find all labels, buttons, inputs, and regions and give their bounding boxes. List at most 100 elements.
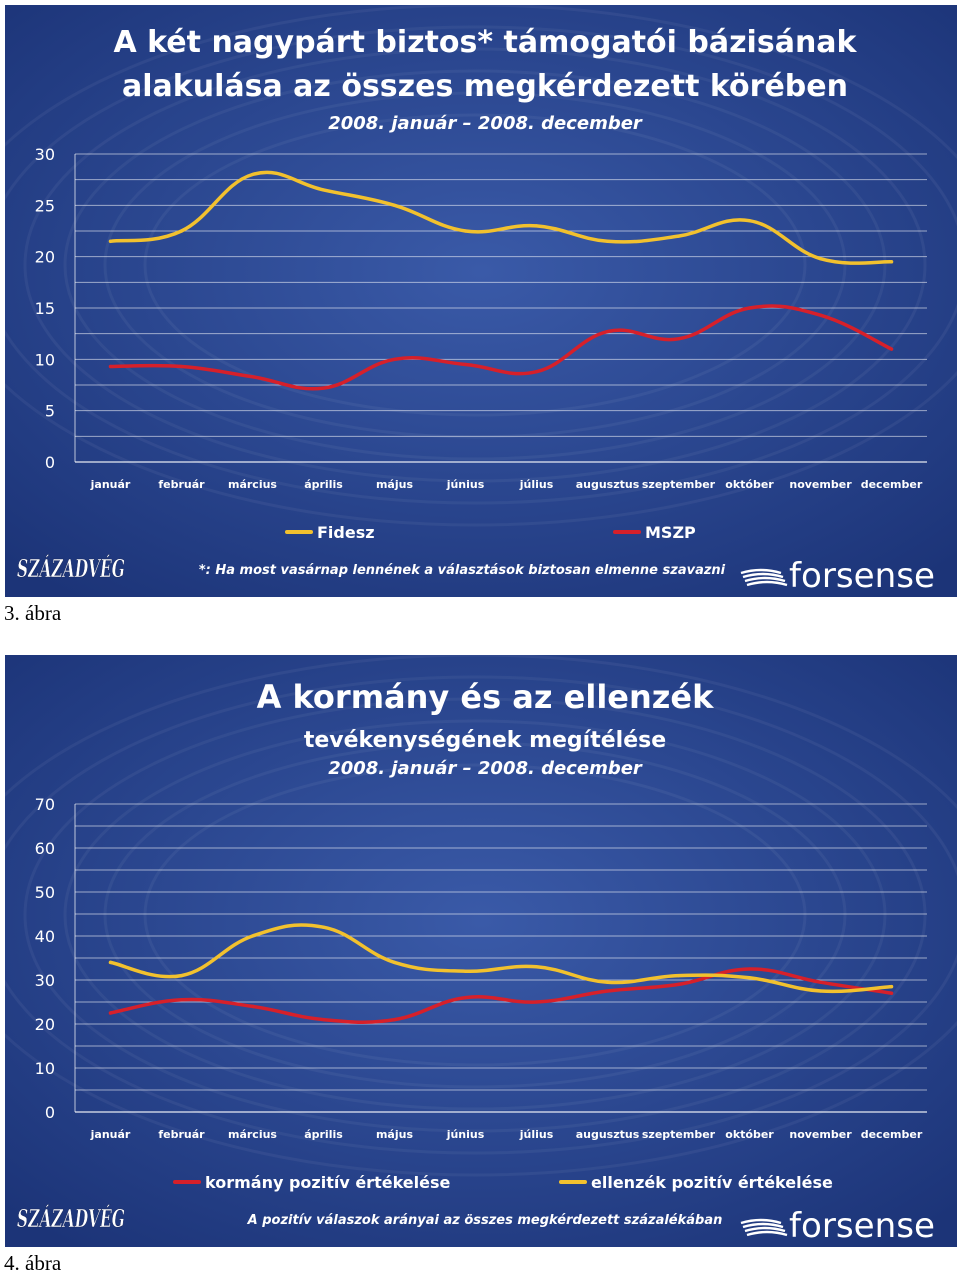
decorative-arc: [23, 697, 927, 1133]
decorative-arc: [5, 675, 957, 1155]
data-point: [463, 969, 468, 973]
forsense-wave-icon: [742, 1222, 784, 1229]
decorative-arc: [5, 655, 957, 1177]
decorative-arc: [5, 5, 957, 527]
data-point: [179, 229, 184, 233]
data-point: [818, 980, 823, 984]
data-point: [392, 203, 397, 207]
data-point: [605, 980, 610, 984]
data-point: [676, 337, 681, 341]
chart-2-svg: A kormány és az ellenzék tevékenységének …: [5, 655, 957, 1247]
x-tick-label: augusztus: [576, 1128, 640, 1141]
forsense-wave-icon: [746, 1230, 788, 1237]
data-point: [463, 996, 468, 1000]
forsense-wave-icon: [746, 580, 788, 587]
decorative-arc: [63, 69, 887, 461]
chart-1-svg: A két nagypárt biztos* támogatói bázisán…: [5, 5, 957, 597]
x-tick-label: április: [304, 1128, 343, 1141]
chart-title: A két nagypárt biztos* támogatói bázisán…: [114, 25, 858, 60]
chart-footnote: *: Ha most vasárnap lennének a választás…: [199, 563, 726, 578]
y-tick-label: 60: [35, 839, 55, 858]
y-tick-label: 10: [35, 1059, 55, 1078]
data-point: [392, 960, 397, 964]
data-point: [321, 188, 326, 192]
series-line-1: [108, 923, 894, 994]
y-tick-label: 70: [35, 795, 55, 814]
decorative-arc: [5, 25, 957, 505]
data-point: [534, 224, 539, 228]
y-tick-label: 15: [35, 299, 55, 318]
data-point: [179, 998, 184, 1002]
chart-footnote: A pozitív válaszok arányai az összes meg…: [247, 1213, 723, 1228]
y-tick-label: 10: [35, 350, 55, 369]
data-point: [818, 313, 823, 317]
y-tick-label: 0: [45, 453, 55, 472]
decorative-arc: [143, 113, 807, 417]
data-point: [392, 1018, 397, 1022]
y-tick-label: 20: [35, 248, 55, 267]
data-point: [676, 974, 681, 978]
data-point: [889, 347, 894, 351]
data-point: [747, 219, 752, 223]
forsense-wave-icon: [744, 1226, 786, 1233]
data-point: [250, 172, 255, 177]
x-tick-label: november: [789, 1128, 852, 1141]
y-tick-label: 30: [35, 145, 55, 164]
x-tick-label: február: [158, 1128, 205, 1141]
data-point: [534, 1000, 539, 1004]
data-point: [321, 1018, 326, 1022]
figure-caption-2: 4. ábra: [4, 1251, 62, 1275]
logo-forsense: forsense: [789, 1206, 935, 1246]
forsense-wave-icon: [740, 1218, 782, 1225]
data-point: [747, 976, 752, 980]
chart-subtitle: 2008. január – 2008. december: [328, 758, 643, 779]
data-point: [676, 234, 681, 238]
data-point: [818, 989, 823, 993]
series-line-0: [108, 967, 894, 1025]
data-point: [605, 239, 610, 243]
x-tick-label: június: [446, 1128, 485, 1141]
x-tick-label: december: [861, 478, 923, 491]
data-point: [321, 386, 326, 390]
data-point: [889, 260, 894, 264]
legend-label: kormány pozitív értékelése: [205, 1173, 450, 1192]
y-tick-label: 5: [45, 402, 55, 421]
chart-background: [5, 5, 957, 597]
decorative-arc: [143, 763, 807, 1067]
decorative-arc: [63, 719, 887, 1111]
decorative-arc: [103, 741, 847, 1089]
x-tick-label: november: [789, 478, 852, 491]
x-tick-label: június: [446, 478, 485, 491]
chart-panel-2: A kormány és az ellenzék tevékenységének …: [5, 655, 957, 1247]
data-point: [179, 364, 184, 369]
chart-title-line-2: tevékenységének megítélése: [304, 728, 666, 753]
x-tick-label: szeptember: [642, 1128, 716, 1141]
x-tick-label: október: [725, 1128, 774, 1141]
figure-caption-1: 3. ábra: [4, 601, 62, 625]
data-point: [605, 989, 610, 993]
data-point: [108, 239, 113, 243]
decorative-arc: [23, 47, 927, 483]
y-tick-label: 40: [35, 927, 55, 946]
y-tick-label: 0: [45, 1103, 55, 1122]
data-point: [605, 330, 610, 334]
x-tick-label: szeptember: [642, 478, 716, 491]
forsense-wave-icon: [742, 572, 784, 579]
data-point: [250, 934, 255, 938]
data-point: [108, 1011, 113, 1015]
x-tick-label: január: [90, 478, 131, 491]
legend-label: Fidesz: [317, 523, 375, 542]
data-point: [818, 257, 823, 261]
x-tick-label: október: [725, 478, 774, 491]
x-tick-label: február: [158, 478, 205, 491]
chart-title-line-2: alakulása az összes megkérdezett körében: [122, 69, 848, 104]
data-point: [392, 357, 397, 361]
data-point: [321, 925, 326, 929]
forsense-wave-icon: [740, 568, 782, 575]
logo-szazadveg: SZÁZADVÉG: [17, 1204, 125, 1233]
data-point: [463, 229, 468, 233]
data-point: [108, 364, 113, 369]
x-tick-label: március: [228, 478, 277, 491]
x-tick-label: március: [228, 1128, 277, 1141]
data-point: [179, 974, 184, 978]
